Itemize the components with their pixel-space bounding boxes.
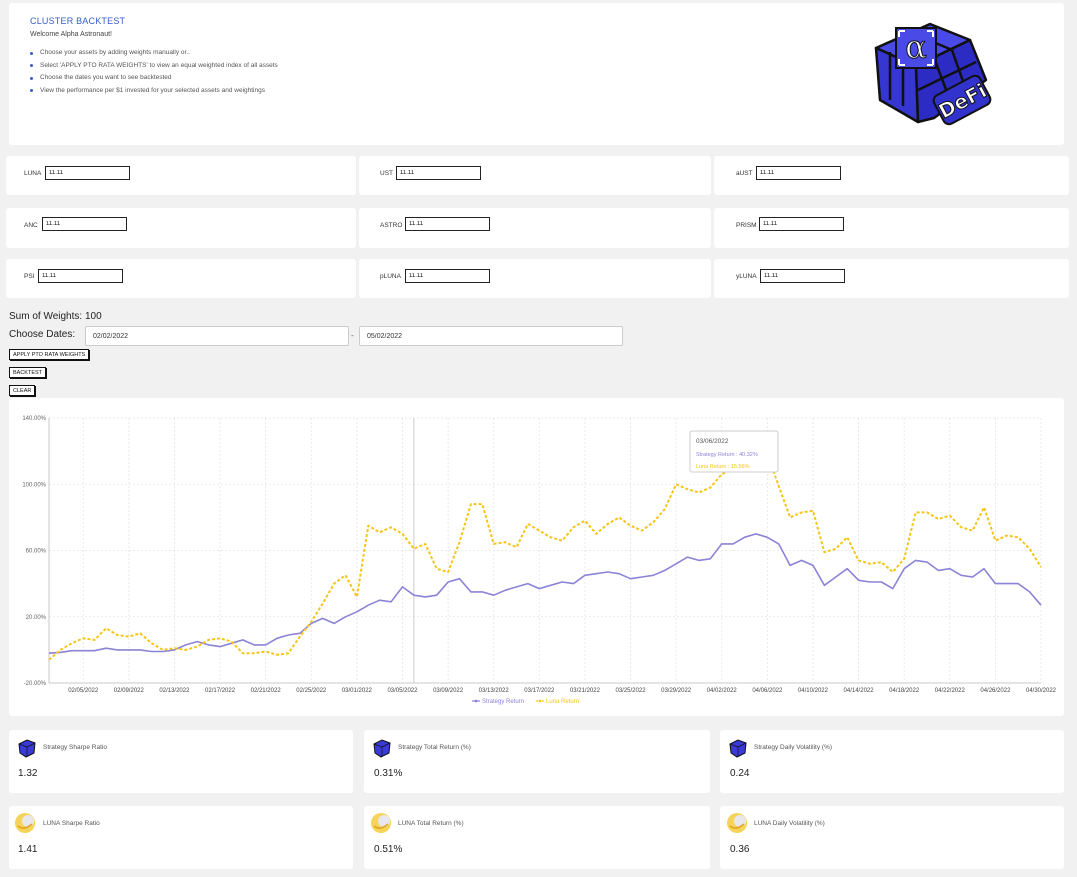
luna-moon-icon <box>15 813 35 833</box>
svg-text:α: α <box>905 28 927 66</box>
luna-moon-icon <box>371 813 391 833</box>
stat-card-luna-volatility <box>720 806 1064 869</box>
x-tick-label: 04/26/2022 <box>980 688 1011 694</box>
chart-tooltip <box>689 430 779 473</box>
stat-value: 0.24 <box>730 768 750 779</box>
page-title: CLUSTER BACKTEST <box>30 16 126 26</box>
x-tick-label: 04/18/2022 <box>889 688 920 694</box>
series-line-luna <box>48 453 1042 661</box>
sum-of-weights: Sum of Weights: 100 <box>9 311 102 322</box>
stat-value: 0.31% <box>374 768 403 779</box>
instruction-item: Choose your assets by adding weights man… <box>30 47 278 60</box>
x-tick-label: 04/10/2022 <box>798 688 829 694</box>
welcome-message: Welcome Alpha Astronaut! <box>30 31 112 38</box>
x-tick-label: 03/25/2022 <box>616 688 647 694</box>
weight-input-ust[interactable] <box>396 166 481 180</box>
weight-input-psi[interactable] <box>38 269 123 283</box>
legend-label: Luna Return <box>546 699 579 705</box>
instructions-list: Choose your assets by adding weights man… <box>30 47 278 97</box>
stat-label: Strategy Daily Volatility (%) <box>754 744 833 751</box>
clear-button[interactable]: CLEAR <box>9 385 36 396</box>
weight-input-anc[interactable] <box>42 217 127 231</box>
x-tick-label: 04/14/2022 <box>844 688 875 694</box>
x-tick-label: 02/05/2022 <box>68 688 99 694</box>
stat-value: 1.32 <box>18 768 38 779</box>
alpha-defi-cube-icon <box>729 739 747 758</box>
x-tick-label: 04/02/2022 <box>707 688 738 694</box>
stat-label: Strategy Total Return (%) <box>398 744 471 751</box>
asset-label-anc: ANC <box>24 222 38 229</box>
alpha-defi-logo: α DeFi <box>874 22 992 126</box>
choose-dates-label: Choose Dates: <box>9 329 76 340</box>
luna-moon-icon <box>727 813 747 833</box>
series-line-strategy <box>48 533 1042 654</box>
weight-input-luna[interactable] <box>45 166 130 180</box>
weight-input-astro[interactable] <box>405 217 490 231</box>
weight-input-yluna[interactable] <box>760 269 845 283</box>
x-tick-label: 03/21/2022 <box>570 688 601 694</box>
asset-label-pluna: pLUNA <box>380 273 401 280</box>
legend-marker <box>474 699 478 703</box>
asset-label-psi: PSI <box>24 273 35 280</box>
legend-label: Strategy Return <box>482 699 524 705</box>
tooltip-value: Strategy Return : 40.32% <box>696 452 758 458</box>
apply-pro-rata-button[interactable]: APPLY PTO RATA WEIGHTS <box>9 349 90 360</box>
y-tick-label: -20.00% <box>24 681 47 687</box>
alpha-defi-cube-icon <box>373 739 391 758</box>
tooltip-date: 03/06/2022 <box>696 438 729 445</box>
stat-value: 0.36 <box>730 844 750 855</box>
x-tick-label: 03/17/2022 <box>524 688 555 694</box>
x-tick-label: 03/01/2022 <box>342 688 373 694</box>
x-tick-label: 02/17/2022 <box>205 688 236 694</box>
x-tick-label: 02/21/2022 <box>251 688 282 694</box>
instruction-item: View the performance per $1 invested for… <box>30 85 278 98</box>
stat-card-luna-sharpe <box>9 806 353 869</box>
asset-label-ust: UST <box>380 170 393 177</box>
y-tick-label: 140.00% <box>22 416 46 422</box>
x-tick-label: 03/09/2022 <box>433 688 464 694</box>
y-tick-label: 20.00% <box>26 615 47 621</box>
x-tick-label: 02/13/2022 <box>159 688 190 694</box>
start-date-input[interactable] <box>85 326 349 346</box>
y-tick-label: 100.00% <box>22 482 46 488</box>
date-separator: - <box>351 331 354 340</box>
weight-input-pluna[interactable] <box>405 269 490 283</box>
stat-label: LUNA Total Return (%) <box>398 820 464 827</box>
stat-card-strategy-sharpe <box>9 730 353 793</box>
instruction-item: Choose the dates you want to see backtes… <box>30 72 278 85</box>
x-tick-label: 04/30/2022 <box>1026 688 1057 694</box>
tooltip-value: Luna Return : 15.56% <box>696 464 750 470</box>
legend-marker <box>538 699 542 703</box>
end-date-input[interactable] <box>359 326 623 346</box>
stat-value: 1.41 <box>18 844 38 855</box>
x-tick-label: 04/22/2022 <box>935 688 966 694</box>
stat-label: LUNA Daily Volatility (%) <box>754 820 825 827</box>
asset-label-aust: aUST <box>736 170 753 177</box>
stat-card-strategy-return <box>364 730 710 793</box>
stat-card-strategy-volatility <box>720 730 1064 793</box>
backtest-button[interactable]: BACKTEST <box>9 367 47 378</box>
backtest-chart[interactable]: 140.00% 100.00% 60.00% 20.00% -20.00% 02/05/2… <box>9 398 1064 716</box>
chart-card <box>9 398 1064 716</box>
x-tick-label: 03/05/2022 <box>387 688 418 694</box>
stat-label: Strategy Sharpe Ratio <box>43 744 107 751</box>
stat-card-luna-return <box>364 806 710 869</box>
instruction-item: Select 'APPLY PTO RATA WEIGHTS' to view … <box>30 60 278 73</box>
alpha-defi-cube-icon <box>18 739 36 758</box>
asset-label-astro: ASTRO <box>380 222 403 229</box>
weight-input-prism[interactable] <box>759 217 844 231</box>
stat-value: 0.51% <box>374 844 403 855</box>
x-tick-label: 02/09/2022 <box>114 688 145 694</box>
x-tick-label: 02/25/2022 <box>296 688 327 694</box>
asset-label-yluna: yLUNA <box>736 273 757 280</box>
asset-label-prism: PRISM <box>736 222 757 229</box>
x-tick-label: 03/29/2022 <box>661 688 692 694</box>
x-tick-label: 03/13/2022 <box>479 688 510 694</box>
stat-label: LUNA Sharpe Ratio <box>43 820 100 827</box>
x-tick-label: 04/06/2022 <box>752 688 783 694</box>
asset-label-luna: LUNA <box>24 170 42 177</box>
weight-input-aust[interactable] <box>756 166 841 180</box>
y-tick-label: 60.00% <box>26 549 47 555</box>
